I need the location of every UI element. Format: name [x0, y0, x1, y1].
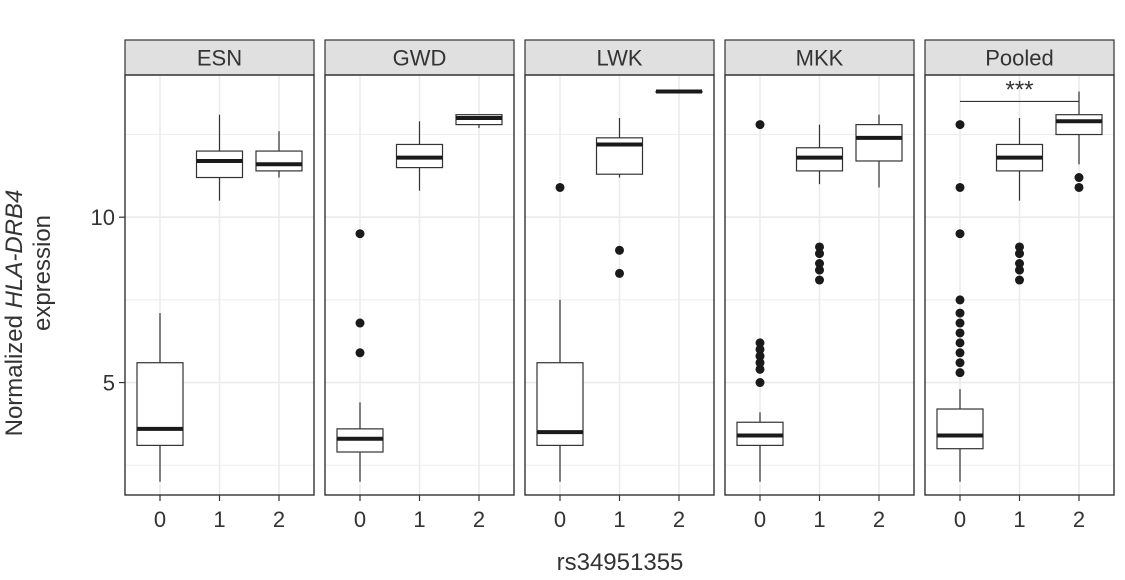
outlier-point	[955, 348, 965, 358]
x-axis-label: rs34951355	[557, 549, 684, 576]
outlier-point	[1015, 249, 1024, 259]
outlier-point	[755, 338, 765, 348]
outlier-point	[755, 364, 765, 374]
outlier-point	[955, 338, 965, 348]
panel-strip	[324, 39, 515, 76]
outlier-point	[1074, 182, 1084, 192]
panel-strip	[524, 39, 715, 76]
x-tick-label: 1	[413, 507, 425, 532]
x-tick-label: 2	[673, 507, 685, 532]
outlier-point	[815, 275, 824, 285]
box-mkk-0	[736, 120, 784, 482]
x-tick-label: 2	[1073, 507, 1085, 532]
outlier-point	[1074, 173, 1084, 183]
panel-pooled: Pooled *** 0 1 2	[924, 39, 1115, 532]
outlier-point	[755, 351, 765, 361]
box-esn-2	[255, 131, 303, 178]
outlier-point	[615, 245, 624, 255]
outlier-point	[955, 229, 965, 239]
outlier-point	[955, 295, 965, 305]
outlier-point	[755, 378, 765, 388]
outlier-point	[555, 182, 565, 192]
y-tick-label: 5	[103, 371, 115, 396]
x-tick-label: 0	[354, 507, 366, 532]
outlier-point	[1015, 259, 1024, 269]
outlier-point	[755, 120, 765, 130]
outlier-point	[815, 265, 824, 275]
panel-strip-label: MKK	[796, 46, 844, 71]
outlier-point	[1015, 275, 1024, 285]
outlier-point	[815, 259, 824, 269]
box-lwk-1	[595, 117, 644, 278]
x-tick-label: 2	[473, 507, 485, 532]
panel-strip	[124, 39, 315, 76]
outlier-point	[955, 318, 965, 328]
x-tick-label: 1	[813, 507, 825, 532]
outlier-point	[355, 318, 365, 328]
x-tick-label: 2	[273, 507, 285, 532]
x-tick-label: 0	[554, 507, 566, 532]
outlier-point	[355, 348, 365, 358]
panel-esn: ESN 0 1 2	[124, 39, 315, 532]
y-axis-label-gene: HLA-DRB4	[1, 190, 28, 309]
outlier-point	[755, 358, 765, 368]
panel-strip-label: GWD	[393, 46, 447, 71]
panel-strip-label: Pooled	[985, 46, 1054, 71]
box-lwk-0	[536, 182, 584, 482]
y-axis-label-line2: expression	[29, 215, 56, 331]
box-mkk-1	[795, 124, 844, 285]
box-pooled-1	[995, 117, 1044, 285]
panels-layer: ESN 0 1 2 GWD 0 1 2 LWK 0 1 2 MKK 0 1 2 Pooled *** 0 1 2	[124, 39, 1115, 532]
outlier-point	[955, 328, 965, 338]
box-body	[936, 408, 984, 450]
box-pooled-2	[1055, 91, 1103, 192]
y-tick-label: 10	[91, 205, 115, 230]
x-tick-label: 2	[873, 507, 885, 532]
box-mkk-2	[855, 114, 903, 188]
outlier-point	[1015, 265, 1024, 275]
outlier-point	[955, 358, 965, 368]
box-gwd-1	[395, 121, 444, 191]
panel-gwd: GWD 0 1 2	[324, 39, 515, 532]
box-body	[855, 124, 903, 162]
box-body	[195, 150, 244, 179]
outlier-point	[615, 268, 624, 278]
y-axis-label: Normalized HLA-DRB4	[1, 190, 28, 437]
panel-strip-label: ESN	[197, 46, 242, 71]
outlier-point	[755, 344, 765, 354]
outlier-point	[815, 242, 824, 252]
box-gwd-0	[336, 229, 384, 482]
x-tick-label: 0	[154, 507, 166, 532]
significance-label: ***	[1005, 76, 1033, 103]
outlier-point	[955, 182, 965, 192]
x-tick-label: 1	[213, 507, 225, 532]
panel-strip-label: LWK	[596, 46, 642, 71]
y-axis-label-prefix: Normalized	[1, 308, 28, 436]
box-lwk-2	[655, 89, 703, 94]
box-body	[255, 150, 303, 172]
significance-annotation: ***	[960, 76, 1079, 103]
panel-lwk: LWK 0 1 2	[524, 39, 715, 532]
box-body	[1055, 114, 1103, 136]
outlier-point	[955, 368, 965, 378]
x-tick-label: 1	[1013, 507, 1025, 532]
outlier-point	[955, 308, 965, 318]
x-tick-label: 1	[613, 507, 625, 532]
box-esn-0	[136, 313, 184, 482]
x-tick-label: 0	[754, 507, 766, 532]
box-body	[136, 362, 184, 446]
box-pooled-0	[936, 120, 984, 482]
y-axis: 5 10	[91, 205, 125, 396]
outlier-point	[1015, 242, 1024, 252]
outlier-point	[355, 229, 365, 239]
x-tick-label: 0	[954, 507, 966, 532]
box-esn-1	[195, 114, 244, 201]
panel-mkk: MKK 0 1 2	[724, 39, 915, 532]
outlier-point	[955, 120, 965, 130]
outlier-point	[815, 249, 824, 259]
box-gwd-2	[455, 114, 503, 128]
